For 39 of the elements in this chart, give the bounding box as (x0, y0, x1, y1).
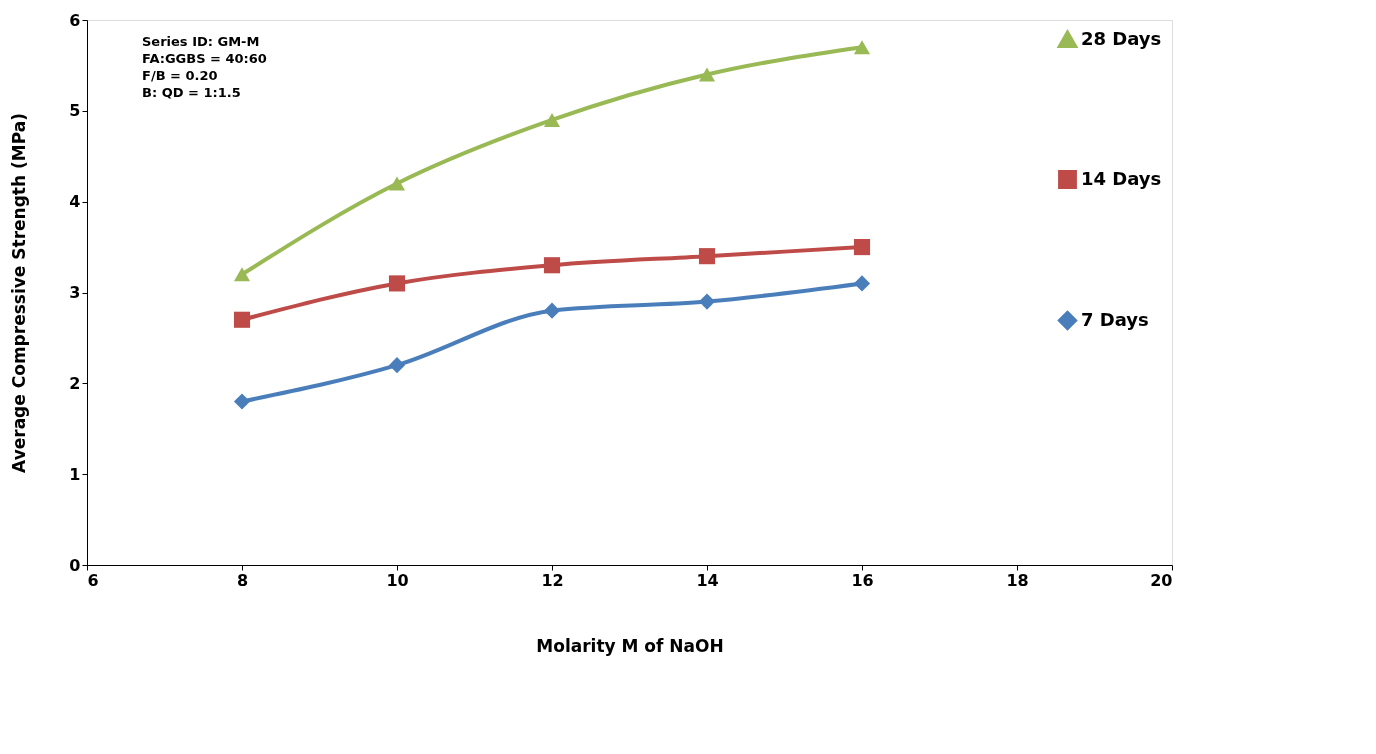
point (233, 311, 251, 328)
point (543, 257, 561, 274)
point (543, 302, 561, 319)
point (233, 393, 251, 410)
legend-label: 14 Days (1081, 167, 1162, 189)
x-tick-label: 8 (236, 570, 249, 590)
point (388, 357, 406, 374)
point (388, 275, 406, 292)
legend-label: 28 Days (1081, 27, 1162, 49)
y-tick-label: 0 (69, 555, 81, 575)
x-tick-label: 14 (696, 570, 719, 590)
point (698, 248, 716, 265)
y-tick-label: 3 (69, 283, 81, 302)
x-tick-label: 6 (87, 570, 99, 590)
y-tick-label: 1 (69, 464, 81, 484)
point (853, 40, 871, 55)
point (853, 275, 871, 292)
y-axis-title: Average Compressive Strength (MPa) (9, 113, 30, 473)
x-tick-label: 16 (851, 570, 874, 590)
point (698, 293, 716, 310)
annotation: F/B = 0.20 (142, 68, 218, 83)
legend-label: 7 Days (1081, 308, 1149, 330)
point (388, 176, 406, 191)
point (233, 267, 251, 282)
point (853, 239, 871, 256)
annotation: Series ID: GM-M (142, 34, 260, 49)
x-tick-label: 10 (386, 570, 409, 590)
x-tick-label: 20 (1150, 570, 1173, 590)
y-tick-label: 2 (69, 373, 81, 393)
annotation: FA:GGBS = 40:60 (142, 51, 267, 66)
y-tick-label: 5 (69, 101, 81, 121)
point (698, 67, 716, 82)
y-tick-label: 4 (69, 192, 81, 212)
x-axis-title: Molarity M of NaOH (536, 635, 724, 656)
x-tick-label: 18 (1006, 570, 1029, 590)
x-tick-label: 12 (541, 570, 564, 590)
annotation: B: QD = 1:1.5 (142, 85, 241, 100)
point (543, 112, 561, 127)
y-tick-label: 6 (69, 10, 81, 30)
